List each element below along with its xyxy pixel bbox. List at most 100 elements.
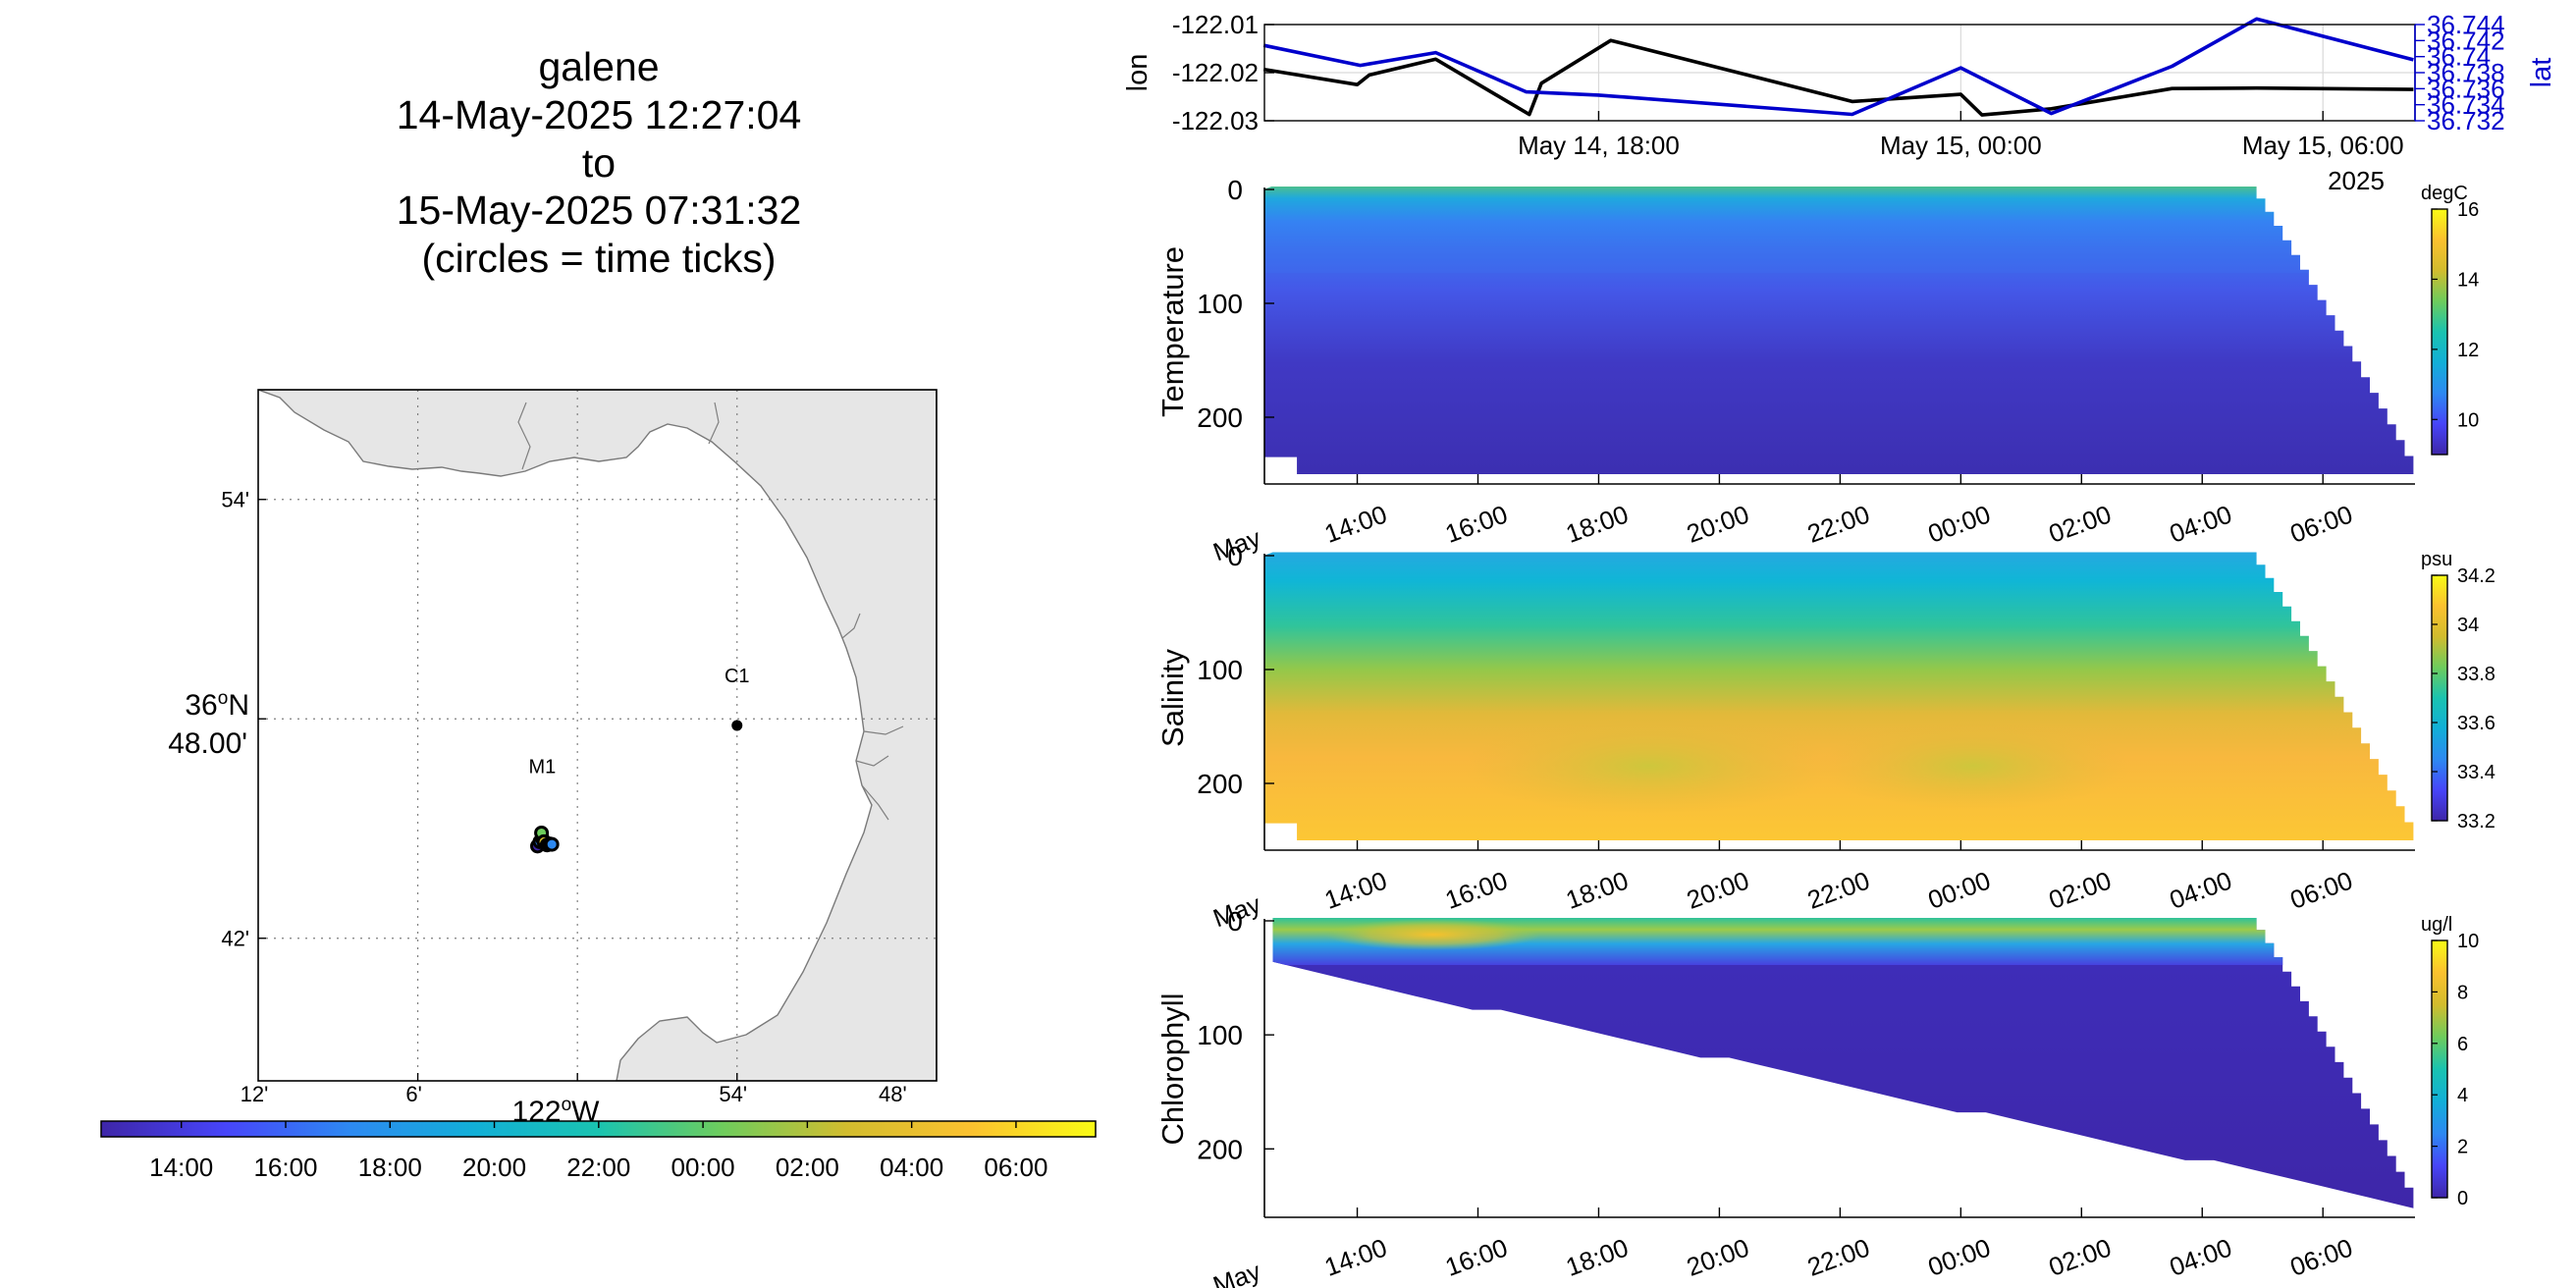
temperature-x-tick-label: 06:00 <box>2286 499 2356 548</box>
salinity-colorbar-units: psu <box>2421 549 2452 570</box>
temperature-colorbar-tick-label: 14 <box>2457 269 2479 291</box>
plot-title-end: 15-May-2025 07:31:32 <box>396 188 802 233</box>
salinity-colorbar-tick-label: 33.8 <box>2457 664 2496 685</box>
time-colorbar-tick-label: 18:00 <box>358 1153 422 1182</box>
temperature-colorbar-units: degC <box>2421 183 2468 204</box>
map-lon-tick-label: 12' <box>241 1082 269 1106</box>
salinity-colorbar-tick-label: 33.4 <box>2457 762 2496 783</box>
lat-tick-label: 36.74 <box>2427 42 2491 72</box>
salinity-y-tick-label: 100 <box>1197 655 1243 685</box>
time-colorbar-tick-label: 00:00 <box>671 1153 735 1182</box>
temperature-x-tick-label: 04:00 <box>2166 499 2235 548</box>
chlorophyll-x-tick-label: 16:00 <box>1441 1232 1511 1281</box>
lonlat-x-tick-label: May 15, 06:00 <box>2242 131 2404 160</box>
plot-title-glider: galene <box>538 44 660 89</box>
map-lat-minutes-label: 48.00' <box>168 727 247 760</box>
time-colorbar-tick-label: 22:00 <box>566 1153 630 1182</box>
map-lat-hemisphere: N <box>228 689 249 722</box>
chlorophyll-x-tick-label-month: May <box>1209 1256 1264 1288</box>
salinity-x-tick-label: 02:00 <box>2045 865 2115 914</box>
chlorophyll-x-tick-label: 00:00 <box>1924 1232 1994 1281</box>
map-lon-tick-label: 6' <box>405 1082 421 1106</box>
map-lat-tick-label: 54' <box>221 488 249 512</box>
lat-tick-label: 36.742 <box>2427 26 2505 55</box>
lonlat-x-tick-label: May 15, 00:00 <box>1880 131 2042 160</box>
salinity-x-tick-label: 20:00 <box>1683 865 1752 914</box>
map-frame <box>257 389 938 1082</box>
temperature-x-tick-label: 14:00 <box>1320 499 1390 548</box>
chlorophyll-x-tick-label: 14:00 <box>1320 1232 1390 1281</box>
salinity-colorbar-tick-label: 34.2 <box>2457 565 2496 587</box>
chlorophyll-x-tick-label: 22:00 <box>1803 1232 1873 1281</box>
chlorophyll-bloom <box>1325 919 1541 950</box>
salinity-x-tick-label: 06:00 <box>2286 865 2356 914</box>
salinity-x-tick-label: 00:00 <box>1924 865 1994 914</box>
temperature-x-tick-label: 16:00 <box>1441 499 1511 548</box>
chlorophyll-colorbar-tick-label: 0 <box>2457 1188 2468 1209</box>
salinity-x-tick-label: 22:00 <box>1803 865 1873 914</box>
salinity-panel <box>1264 552 2414 840</box>
glider-track <box>530 825 560 854</box>
temperature-x-tick-label: 18:00 <box>1562 499 1632 548</box>
lat-tick-label: 36.736 <box>2427 74 2505 103</box>
lonlat-lines <box>1262 17 2414 117</box>
lat-tick-label: 36.738 <box>2427 58 2505 87</box>
lon-tick-label: -122.01 <box>1172 10 1259 39</box>
temperature-field <box>1264 187 2414 474</box>
station-marker-c1 <box>731 720 743 731</box>
station-label-m1: M1 <box>529 757 557 778</box>
map-lon-tick-label: 54' <box>719 1082 747 1106</box>
salinity-field <box>1264 552 2414 840</box>
time-colorbar-ticks: 14:00 16:00 18:00 20:00 22:00 00:00 02:00 04:00… <box>149 1121 1047 1182</box>
chlorophyll-colorbar-tick-label: 6 <box>2457 1034 2468 1055</box>
chlorophyll-x-tick-label: 06:00 <box>2286 1232 2356 1281</box>
lonlat-x-year-label: 2025 <box>2328 166 2385 195</box>
map-lon-tick-label: 48' <box>879 1082 907 1106</box>
plot-title-start: 14-May-2025 12:27:04 <box>396 92 802 137</box>
salinity-colorbar-tick-label: 33.2 <box>2457 811 2496 832</box>
lonlat-x-tick-label: May 14, 18:00 <box>1518 131 1680 160</box>
temperature-x-tick-label: 02:00 <box>2045 499 2115 548</box>
chlorophyll-colorbar-tick-label: 10 <box>2457 931 2479 952</box>
lon-lat-panel: -122.01-122.02-122.0336.74436.74236.7436… <box>1122 10 2557 195</box>
map-lat-degree-value: 36 <box>185 689 217 722</box>
map-stations: C1 M1 <box>529 666 750 778</box>
time-colorbar-tick-label: 04:00 <box>880 1153 943 1182</box>
lat-tick-label: 36.744 <box>2427 10 2505 39</box>
map-lat-tick-labels: 54' 42' 36oN 48.00' <box>168 488 249 951</box>
map-grid <box>258 390 937 1081</box>
chlorophyll-y-tick-label: 100 <box>1197 1020 1243 1050</box>
time-colorbar-tick-label: 14:00 <box>149 1153 213 1182</box>
temperature-y-tick-label: 0 <box>1227 175 1243 205</box>
temperature-colorbar-tick-label: 10 <box>2457 409 2479 431</box>
chlorophyll-colorbar-tick-label: 4 <box>2457 1085 2468 1106</box>
lonlat-ticks: -122.01-122.02-122.0336.74436.74236.7436… <box>1122 10 2557 195</box>
lon-series-line <box>1262 38 2414 117</box>
lon-tick-label: -122.02 <box>1172 58 1259 87</box>
chlorophyll-axis-label: Chlorophyll <box>1155 993 1190 1145</box>
chlorophyll-colorbar-tick-label: 2 <box>2457 1137 2468 1158</box>
map-degree-symbol: o <box>218 688 229 709</box>
temperature-colorbar-tick-label: 12 <box>2457 340 2479 361</box>
temperature-x-tick-label: 00:00 <box>1924 499 1994 548</box>
salinity-y-tick-label: 0 <box>1227 541 1243 571</box>
glider-time-tick <box>544 836 560 852</box>
chlorophyll-colorbar-units: ug/l <box>2421 914 2452 936</box>
temperature-y-tick-label: 200 <box>1197 402 1243 433</box>
time-colorbar-tick-label: 06:00 <box>984 1153 1047 1182</box>
lat-tick-label: 36.732 <box>2427 106 2505 135</box>
map-degree-symbol: o <box>562 1095 572 1115</box>
chlorophyll-x-tick-label: 02:00 <box>2045 1232 2115 1281</box>
map-river <box>517 402 904 821</box>
salinity-x-tick-label: 14:00 <box>1320 865 1390 914</box>
salinity-y-tick-label: 200 <box>1197 769 1243 799</box>
chlorophyll-panel <box>1272 918 2414 1212</box>
temperature-x-tick-label: 20:00 <box>1683 499 1752 548</box>
time-colorbar-tick-label: 20:00 <box>462 1153 526 1182</box>
salinity-colorbar-tick-label: 34 <box>2457 615 2479 636</box>
salinity-colorbar <box>2431 574 2448 822</box>
salinity-axis-label: Salinity <box>1155 649 1190 747</box>
